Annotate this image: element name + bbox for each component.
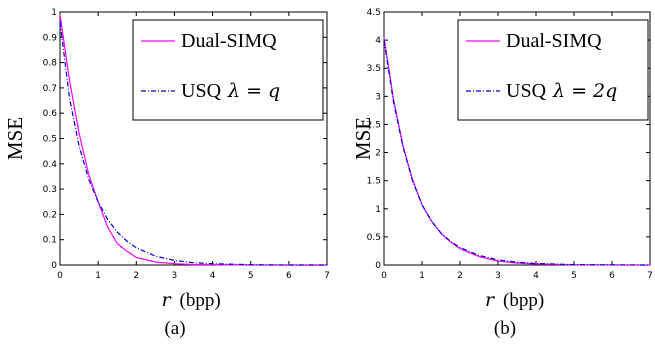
y-tick-label: 4.5 xyxy=(367,8,381,18)
x-tick-label: 1 xyxy=(95,271,101,281)
y-tick-label: 2 xyxy=(375,149,381,159)
chart-b: 0 0.5 1 1.5 2 2.5 3 3.5 4 4.5 0 1 2 3 4 5 6 7 MSE r (bpp) (b)… xyxy=(351,8,653,339)
x-axis-label-unit: (bpp) xyxy=(180,290,221,311)
x-tick-label: 3 xyxy=(495,271,501,281)
y-tick-label: 1.5 xyxy=(367,177,381,187)
x-tick-label: 2 xyxy=(133,271,139,281)
y-tick-label: 0.5 xyxy=(367,233,381,243)
x-tick-label: 7 xyxy=(324,271,330,281)
y-axis-label: MSE xyxy=(351,117,375,160)
x-tick-label: 1 xyxy=(419,271,425,281)
y-tick-label: 0 xyxy=(51,261,57,271)
y-tick-label: 0.1 xyxy=(43,236,57,246)
x-tick-label: 6 xyxy=(286,271,292,281)
y-tick-label: 1 xyxy=(375,205,381,215)
y-tick-label: 4 xyxy=(375,36,381,46)
y-tick-label: 0.7 xyxy=(43,84,57,94)
x-axis-label-unit: (bpp) xyxy=(503,290,544,311)
x-tick-label: 4 xyxy=(210,271,216,281)
plot-frame xyxy=(383,11,651,266)
x-tick-label: 4 xyxy=(533,271,539,281)
x-tick-label: 5 xyxy=(248,271,254,281)
legend-entry-label: USQ xyxy=(181,80,222,102)
legend-entry-label: USQ xyxy=(506,80,547,102)
legend-box xyxy=(132,19,324,121)
series-line xyxy=(383,40,651,266)
series-line xyxy=(59,14,327,266)
chart-a: 0 0.1 0.2 0.3 0.4 0.5 0.6 0.7 0.8 0.9 1 0 1 2 3 4 5 6 7 MSE… xyxy=(3,8,330,339)
legend-entry-math: λ = 2q xyxy=(552,80,617,102)
legend-entry-label: Dual-SIMQ xyxy=(181,30,277,52)
x-tick-label: 0 xyxy=(381,271,387,281)
x-tick-label: 2 xyxy=(457,271,463,281)
x-axis-label-var: r xyxy=(162,289,173,311)
x-tick-label: 5 xyxy=(571,271,577,281)
y-axis-label: MSE xyxy=(3,117,27,160)
series-line xyxy=(59,22,327,266)
y-tick-label: 0.2 xyxy=(43,210,57,220)
y-tick-label: 3 xyxy=(375,92,381,102)
y-tick-label: 3.5 xyxy=(367,64,381,74)
x-tick-label: 6 xyxy=(609,271,615,281)
y-tick-label: 0.6 xyxy=(43,109,58,119)
y-tick-label: 0 xyxy=(375,261,381,271)
subfigure-caption: (b) xyxy=(494,318,516,339)
x-tick-label: 3 xyxy=(172,271,178,281)
legend-box xyxy=(457,19,649,121)
legend-entry-math: λ = q xyxy=(227,80,280,102)
legend-entry-label: Dual-SIMQ xyxy=(506,30,602,52)
y-tick-label: 1 xyxy=(51,8,57,18)
y-tick-label: 0.8 xyxy=(43,59,58,69)
x-tick-label: 7 xyxy=(647,271,653,281)
x-tick-label: 0 xyxy=(57,271,63,281)
x-axis-label-var: r xyxy=(485,289,496,311)
y-tick-label: 0.9 xyxy=(43,33,58,43)
y-tick-label: 0.3 xyxy=(43,185,57,195)
subfigure-caption: (a) xyxy=(164,318,185,339)
y-tick-label: 0.5 xyxy=(43,135,57,145)
y-tick-label: 2.5 xyxy=(367,120,381,130)
y-tick-label: 0.4 xyxy=(43,160,58,170)
